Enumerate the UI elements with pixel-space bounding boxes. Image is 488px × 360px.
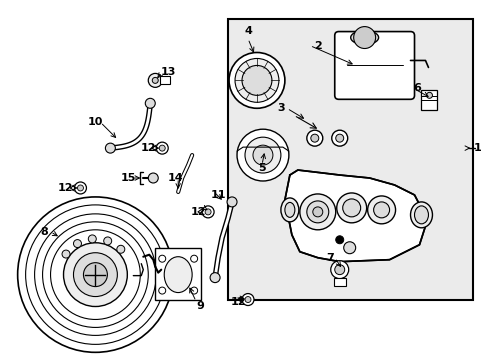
Circle shape <box>343 242 355 254</box>
Circle shape <box>210 273 220 283</box>
Circle shape <box>334 265 344 275</box>
Circle shape <box>228 53 285 108</box>
Ellipse shape <box>280 198 298 222</box>
Text: 12: 12 <box>58 183 73 193</box>
Text: 6: 6 <box>413 84 421 93</box>
Circle shape <box>310 134 318 142</box>
Circle shape <box>312 207 322 217</box>
Text: 7: 7 <box>325 253 333 263</box>
Circle shape <box>335 134 343 142</box>
Ellipse shape <box>164 257 192 293</box>
Circle shape <box>88 235 96 243</box>
Circle shape <box>18 197 173 352</box>
Text: 8: 8 <box>41 227 48 237</box>
Text: 3: 3 <box>277 103 284 113</box>
Circle shape <box>148 173 158 183</box>
Circle shape <box>148 73 162 87</box>
Circle shape <box>244 137 280 173</box>
Text: 1: 1 <box>472 143 480 153</box>
Circle shape <box>156 142 168 154</box>
Circle shape <box>202 206 214 218</box>
Circle shape <box>252 145 272 165</box>
Circle shape <box>62 250 70 258</box>
Bar <box>227 19 472 300</box>
Circle shape <box>190 255 197 262</box>
Circle shape <box>73 253 117 297</box>
Circle shape <box>237 129 288 181</box>
Text: 15: 15 <box>121 173 136 183</box>
Text: 12: 12 <box>140 143 156 153</box>
Text: 13: 13 <box>160 67 176 77</box>
Circle shape <box>331 130 347 146</box>
Circle shape <box>103 237 111 245</box>
Circle shape <box>299 194 335 230</box>
Circle shape <box>235 58 278 102</box>
Text: 10: 10 <box>87 117 103 127</box>
FancyBboxPatch shape <box>334 32 414 99</box>
Bar <box>160 76 170 84</box>
Ellipse shape <box>285 202 294 217</box>
Circle shape <box>77 185 83 191</box>
Bar <box>421 90 437 110</box>
Circle shape <box>242 293 253 306</box>
Circle shape <box>342 199 360 217</box>
Circle shape <box>83 263 107 287</box>
Text: 12: 12 <box>230 297 245 306</box>
Circle shape <box>330 261 348 279</box>
Circle shape <box>145 98 155 108</box>
Circle shape <box>426 92 431 98</box>
Circle shape <box>244 297 250 302</box>
Ellipse shape <box>350 31 378 45</box>
Circle shape <box>335 236 343 244</box>
Text: 14: 14 <box>167 173 183 183</box>
Text: 5: 5 <box>258 163 265 173</box>
Circle shape <box>159 287 165 294</box>
Ellipse shape <box>410 202 431 228</box>
Circle shape <box>306 130 322 146</box>
Circle shape <box>242 66 271 95</box>
Text: 12: 12 <box>190 207 205 217</box>
Circle shape <box>105 143 115 153</box>
Circle shape <box>204 209 211 215</box>
Text: 9: 9 <box>196 301 203 311</box>
Circle shape <box>159 255 165 262</box>
Polygon shape <box>285 170 427 262</box>
Circle shape <box>190 287 197 294</box>
Ellipse shape <box>414 206 427 224</box>
Circle shape <box>306 201 328 223</box>
Circle shape <box>353 27 375 49</box>
Circle shape <box>336 193 366 223</box>
Circle shape <box>74 182 86 194</box>
Circle shape <box>367 196 395 224</box>
Circle shape <box>373 202 389 218</box>
Text: 2: 2 <box>313 41 321 50</box>
Bar <box>155 248 201 300</box>
Text: 11: 11 <box>210 190 225 200</box>
Circle shape <box>63 243 127 306</box>
Circle shape <box>73 240 81 248</box>
Text: 4: 4 <box>244 26 251 36</box>
Bar <box>333 278 345 285</box>
Circle shape <box>152 77 158 84</box>
Circle shape <box>159 145 165 151</box>
Circle shape <box>117 245 124 253</box>
Circle shape <box>226 197 237 207</box>
